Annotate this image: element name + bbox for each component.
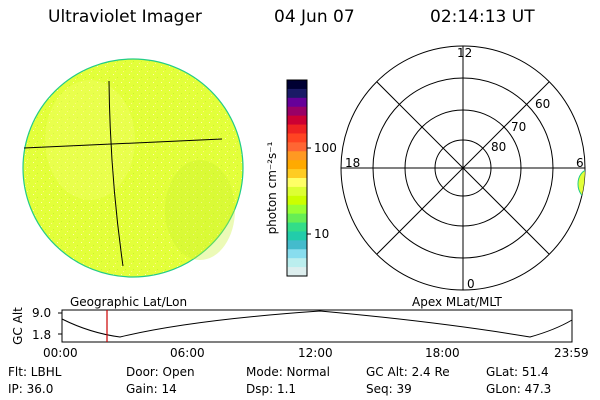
colorbar-swatch [287,80,307,90]
altitude-x-tick-2359: 23:59 [554,346,589,360]
altitude-y-tick-1-8: 1.8 [32,328,52,342]
colorbar-swatch [287,258,307,268]
instrument-title: Ultraviolet Imager [48,7,202,27]
colorbar-swatch [287,204,307,215]
colorbar-swatch [287,88,307,99]
colorbar-tick-label-10: 10 [314,227,330,241]
polar-mlt-label-6: 6 [576,156,584,170]
geo-disk [22,58,244,278]
polar-plot [340,45,586,291]
polar-mlt-label-18: 18 [345,156,361,170]
altitude-x-tick-1800: 18:00 [425,346,460,360]
altitude-x-tick-0000: 00:00 [43,346,78,360]
colorbar-swatch [287,222,307,233]
colorbar-swatch [287,249,307,259]
geo-grid-lines [23,80,223,267]
colorbar-swatch [287,151,307,161]
date-label: 04 Jun 07 [274,7,355,27]
colorbar-swatch [287,124,307,135]
polar-lat-label-60: 60 [535,97,551,111]
colorbar-swatch [287,213,307,224]
altitude-plot-frame [61,309,573,343]
polar-lat-label-70: 70 [511,120,527,134]
status-ip: IP: 36.0 [8,382,54,396]
status-dsp: Dsp: 1.1 [246,382,297,396]
status-row-1: Flt: LBHL Door: Open Mode: Normal GC Alt… [0,366,600,380]
colorbar-swatch [287,142,307,152]
altitude-x-tick-0600: 06:00 [170,346,205,360]
colorbar-swatch [287,240,307,250]
status-glat: GLat: 51.4 [486,365,549,379]
altitude-curve [61,310,573,338]
colorbar-swatch [287,115,307,126]
polar-caption: Apex MLat/MLT [412,295,502,309]
status-filter: Flt: LBHL [8,365,62,379]
colorbar [286,79,308,277]
colorbar-swatch [287,195,307,206]
altitude-x-tick-1200: 12:00 [298,346,333,360]
polar-lat-label-80: 80 [491,140,507,154]
colorbar-swatch [287,133,307,143]
status-gain: Gain: 14 [126,382,177,396]
altitude-y-tick-9: 9.0 [32,306,52,320]
geo-caption: Geographic Lat/Lon [70,295,188,309]
altitude-y-label: GC Alt [11,307,25,345]
colorbar-frame [286,79,308,277]
polar-mlt-label-0: 0 [467,277,475,291]
status-mode: Mode: Normal [246,365,330,379]
status-row-2: IP: 36.0 Gain: 14 Dsp: 1.1 Seq: 39 GLon:… [0,383,600,397]
colorbar-tick-label-100: 100 [314,141,337,155]
colorbar-swatch [287,97,307,108]
status-door: Door: Open [126,365,195,379]
polar-meridian-diag2 [376,81,550,255]
status-glon: GLon: 47.3 [486,382,552,396]
colorbar-swatch [287,160,307,170]
altitude-plot [58,309,573,343]
polar-mlt-label-12: 12 [457,46,473,60]
colorbar-swatch [287,267,307,277]
status-seq: Seq: 39 [366,382,412,396]
colorbar-unit-label: photon cm⁻²s⁻¹ [265,141,279,235]
colorbar-swatch [287,186,307,197]
colorbar-swatch [287,169,307,179]
status-gc-alt: GC Alt: 2.4 Re [366,365,450,379]
time-label: 02:14:13 UT [430,7,535,27]
colorbar-swatch [287,231,307,241]
colorbar-swatch [287,178,307,188]
polar-aurora-patch [577,169,585,199]
colorbar-swatch [287,106,307,117]
